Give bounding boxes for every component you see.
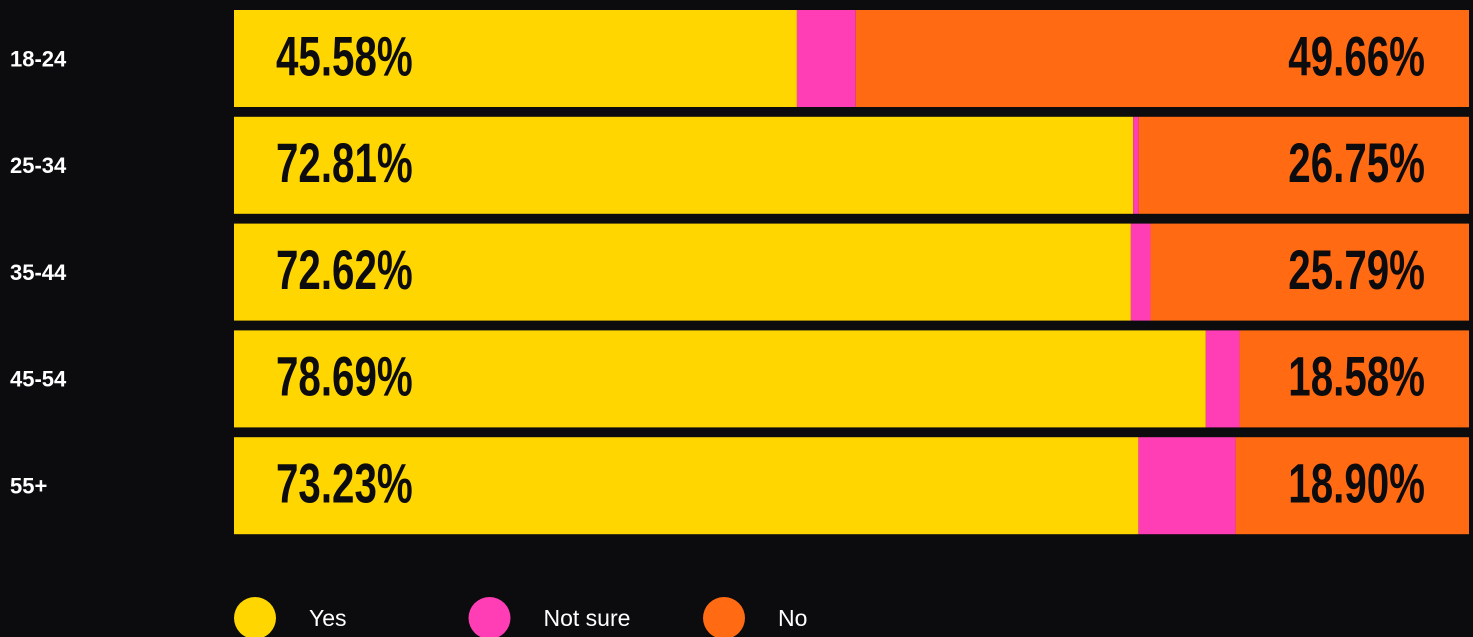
category-label: 35-44 bbox=[10, 260, 67, 285]
category-label: 55+ bbox=[10, 474, 47, 499]
value-label: 78.69% bbox=[276, 346, 413, 408]
bar-segment bbox=[855, 10, 1469, 107]
bar-segment bbox=[234, 116, 1134, 214]
legend-swatch bbox=[703, 597, 745, 637]
bar-segment bbox=[1150, 223, 1469, 321]
bar-segment bbox=[1138, 116, 1469, 214]
value-label: 49.66% bbox=[1288, 26, 1425, 88]
bar-segment bbox=[1235, 437, 1469, 535]
value-label: 73.23% bbox=[276, 453, 413, 515]
legend-swatch bbox=[468, 597, 511, 637]
category-label: 45-54 bbox=[10, 367, 67, 392]
value-label: 18.58% bbox=[1288, 346, 1425, 408]
bar-segment bbox=[234, 437, 1139, 535]
legend-label: No bbox=[778, 605, 807, 631]
legend-swatch bbox=[234, 597, 276, 637]
value-label: 45.58% bbox=[276, 26, 413, 88]
legend-label: Not sure bbox=[544, 605, 631, 631]
bar-segment bbox=[1130, 223, 1151, 321]
bar-segment bbox=[1239, 330, 1469, 428]
bar-segment bbox=[234, 223, 1131, 321]
bar-segment bbox=[234, 10, 797, 107]
category-label: 18-24 bbox=[10, 46, 67, 71]
value-label: 26.75% bbox=[1288, 133, 1425, 195]
value-label: 18.90% bbox=[1288, 453, 1425, 515]
bar-segment bbox=[1133, 116, 1139, 214]
value-label: 25.79% bbox=[1288, 240, 1425, 302]
bar-segment bbox=[796, 10, 856, 107]
bar-segment bbox=[1205, 330, 1240, 428]
bar-segment bbox=[1138, 437, 1236, 535]
value-label: 72.81% bbox=[276, 133, 413, 195]
category-label: 25-34 bbox=[10, 153, 67, 178]
bar-segment bbox=[234, 330, 1206, 428]
legend-label: Yes bbox=[309, 605, 347, 631]
value-label: 72.62% bbox=[276, 240, 413, 302]
